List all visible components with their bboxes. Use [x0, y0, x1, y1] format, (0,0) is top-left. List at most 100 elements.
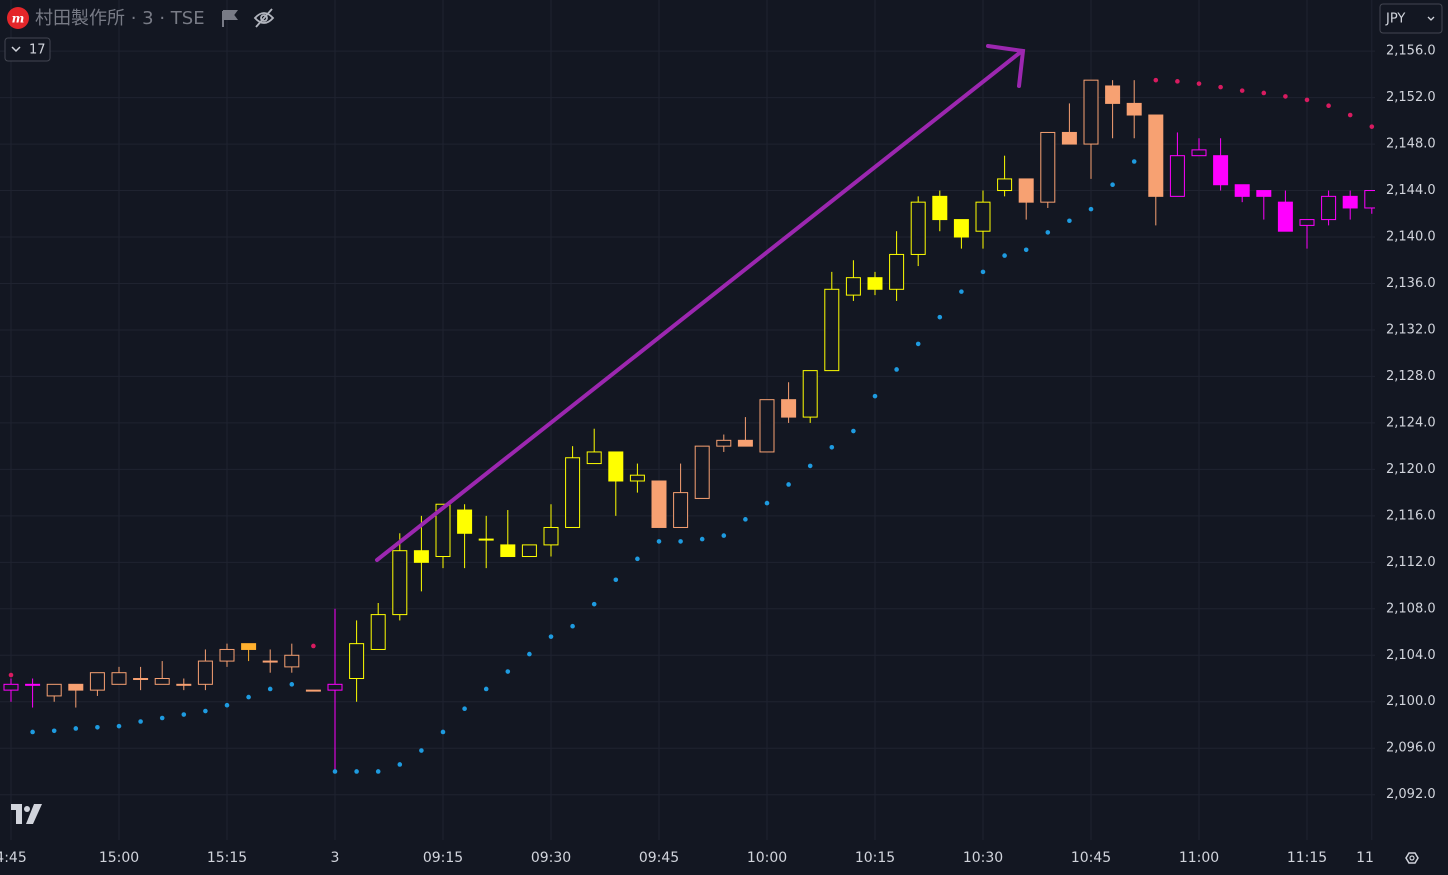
candle-body — [392, 550, 408, 616]
candle-body — [457, 509, 473, 534]
chevron — [11, 46, 21, 53]
sar-dot — [440, 729, 446, 735]
sar-dot — [1196, 81, 1202, 86]
y-tick-label: 2,148.0 — [1386, 137, 1436, 152]
chevron — [1427, 16, 1435, 21]
x-tick-label: 10:15 — [855, 850, 895, 866]
sar-dot — [181, 712, 187, 717]
candle-body — [1148, 114, 1164, 197]
sar-dot — [527, 651, 532, 657]
x-tick-label: 09:30 — [531, 850, 571, 866]
y-tick-label: 2,096.0 — [1386, 741, 1436, 756]
sar-dot — [95, 725, 100, 730]
sar-dot — [419, 748, 424, 753]
x-tick-label: 10:00 — [747, 850, 787, 866]
y-tick-label: 2,108.0 — [1386, 601, 1436, 616]
logo — [7, 7, 29, 29]
candle-body — [3, 683, 19, 691]
sar-dot — [311, 643, 316, 649]
symbol-title: 村田製作所 · 3 · TSE — [35, 8, 205, 29]
candle-body — [1040, 131, 1056, 203]
sar-dot — [959, 289, 964, 294]
candle-body — [737, 439, 753, 447]
candle-body — [759, 399, 775, 453]
candle-body — [500, 544, 516, 558]
candle-body — [1191, 149, 1207, 157]
x-tick-label: 11:2 — [1356, 850, 1387, 866]
sar-dot — [8, 672, 14, 678]
interval-badge[interactable] — [4, 37, 51, 62]
candle-body — [1169, 155, 1185, 197]
candle-body — [1018, 178, 1034, 203]
interval-count: 17 — [29, 43, 46, 58]
candle-body — [1234, 184, 1250, 197]
x-tick-label: 09:45 — [639, 850, 679, 866]
x-tick-label: 4:45 — [0, 850, 27, 866]
flag-icon[interactable] — [222, 10, 238, 27]
sar-dot — [1002, 253, 1007, 258]
y-axis: 2,092.0 2,096.0 2,100.0 2,104.0 2,108.0 2,112… — [1386, 44, 1436, 803]
settings-icon-center — [1409, 855, 1415, 861]
candle-body — [25, 683, 41, 686]
candle-body — [845, 277, 861, 296]
sar-dot — [505, 669, 511, 674]
candle-body — [413, 550, 429, 563]
sar-dot — [1304, 97, 1310, 103]
settings-icon[interactable] — [1405, 852, 1419, 864]
sar-dot — [1369, 124, 1375, 129]
sar-dot — [656, 539, 662, 544]
candle-body — [327, 683, 343, 691]
sar-dot — [699, 536, 705, 542]
candle-body — [1083, 79, 1099, 145]
sar-dot — [591, 601, 597, 607]
sar-dot — [397, 762, 403, 767]
y-tick-label: 2,144.0 — [1386, 183, 1436, 198]
sar-dot — [1175, 79, 1180, 84]
trend-arrow — [375, 44, 1026, 562]
x-tick-label: 11:00 — [1179, 850, 1219, 866]
candle-body — [975, 201, 991, 232]
candle-body — [1213, 155, 1229, 186]
hide-icon[interactable] — [253, 8, 275, 28]
candle-body — [1256, 190, 1272, 197]
sar-dot — [872, 393, 878, 399]
sar-dot — [1326, 103, 1331, 109]
candle-body — [1364, 190, 1375, 209]
sar-dot — [1218, 84, 1223, 90]
x-tick-label: 3 — [331, 850, 340, 866]
sar-dot — [51, 728, 57, 734]
candle-body — [629, 474, 645, 482]
sar-dot — [354, 769, 359, 774]
sar-dot — [1153, 77, 1159, 83]
y-tick-label: 2,120.0 — [1386, 462, 1436, 477]
currency-box[interactable] — [1379, 3, 1443, 34]
candle-body — [673, 492, 689, 528]
y-tick-label: 2,128.0 — [1386, 369, 1436, 384]
sar-dot — [375, 769, 381, 774]
y-tick-label: 2,104.0 — [1386, 648, 1436, 663]
sar-dot — [1110, 182, 1115, 188]
sar-dot — [1023, 247, 1029, 253]
x-tick-label: 11:15 — [1287, 850, 1327, 866]
candle-body — [89, 672, 105, 691]
candle-body — [349, 643, 365, 680]
sar-dot — [829, 445, 835, 450]
sar-dot — [138, 719, 143, 724]
sar-dot — [289, 682, 295, 687]
candle-body — [154, 678, 170, 685]
grid — [0, 0, 1375, 840]
candle-body — [824, 288, 840, 372]
candle-body — [910, 201, 926, 255]
y-tick-label: 2,152.0 — [1386, 90, 1436, 105]
sar-dot — [548, 634, 554, 639]
logo-text: m — [12, 12, 25, 26]
y-tick-label: 2,100.0 — [1386, 694, 1436, 709]
x-tick-label: 15:15 — [207, 850, 247, 866]
candle-body — [565, 457, 581, 528]
sar-dot — [483, 686, 489, 692]
x-axis: 4:45 15:00 15:15 3 09:15 09:30 09:45 10:00 10:15… — [0, 850, 1387, 866]
currency-select[interactable]: JPY — [1379, 3, 1443, 34]
candle-body — [1277, 201, 1293, 232]
sar-dot — [73, 726, 79, 731]
candle-body — [1299, 219, 1315, 226]
